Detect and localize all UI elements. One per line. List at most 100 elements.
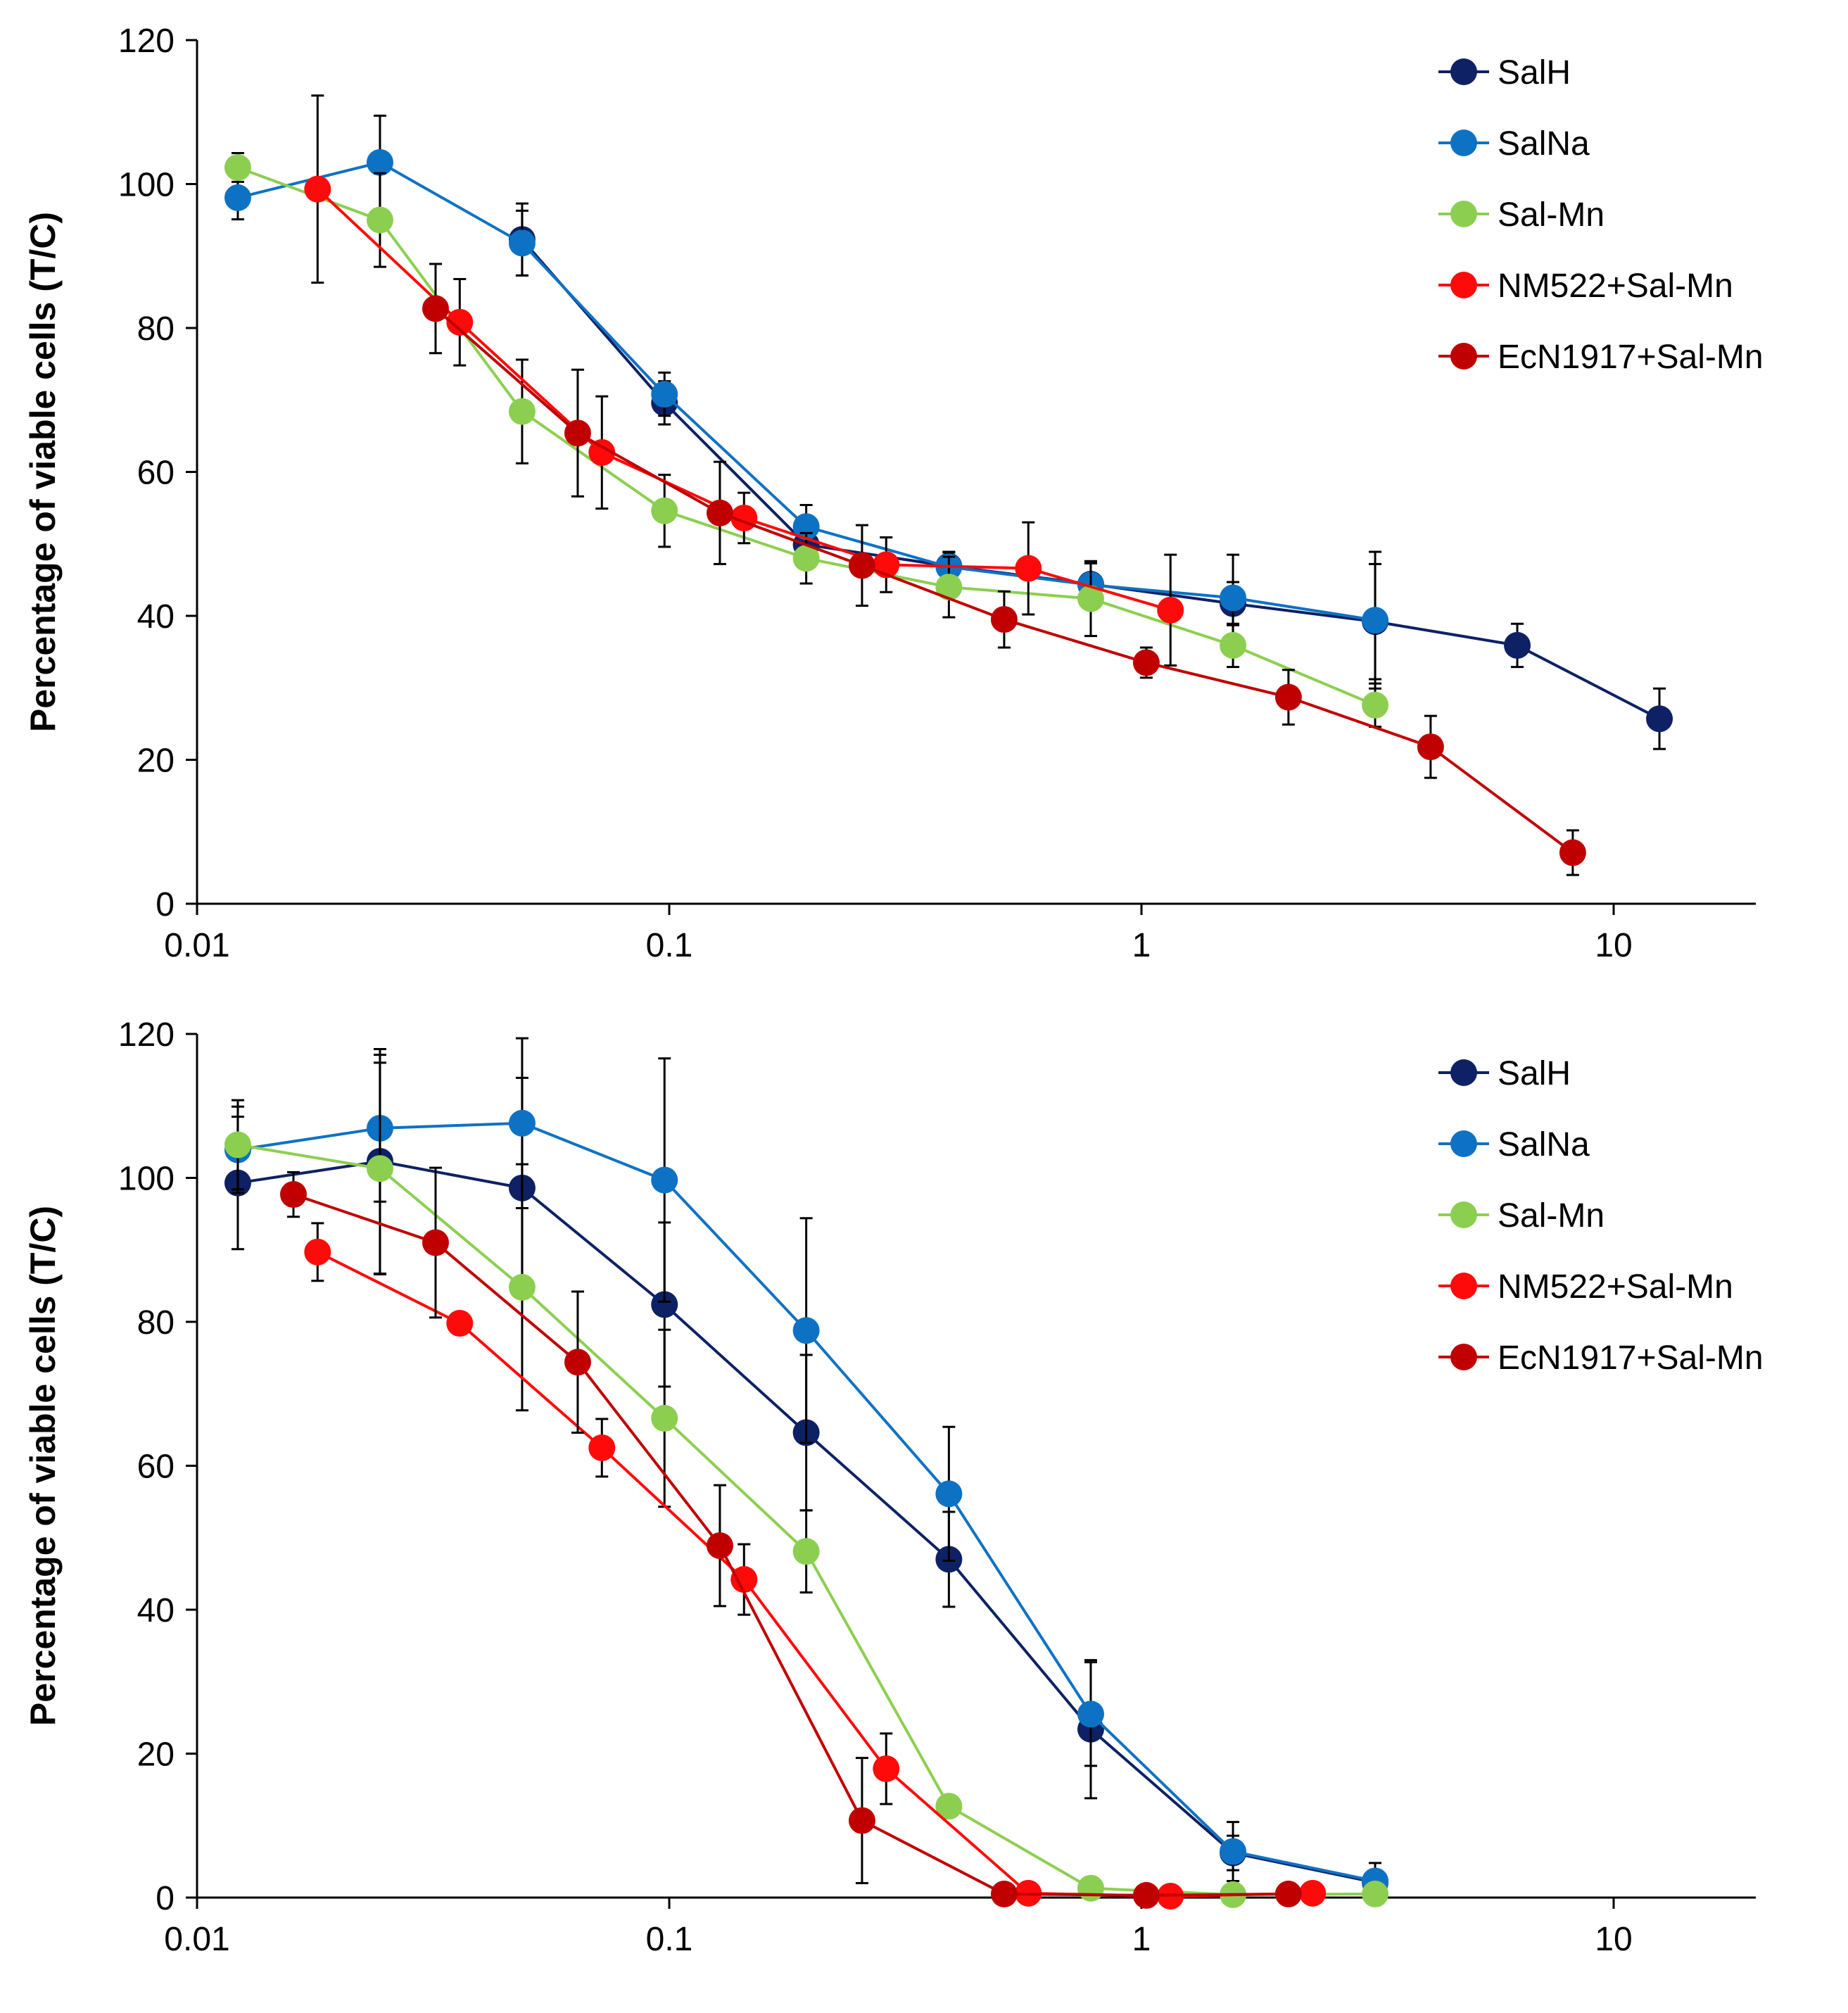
data-point xyxy=(1504,631,1531,659)
legend-label: Sal-Mn xyxy=(1498,1197,1605,1235)
data-point xyxy=(446,1310,474,1337)
y-tick-label: 80 xyxy=(137,310,175,348)
data-point xyxy=(792,1317,820,1344)
legend-item: SalH xyxy=(1438,1055,1571,1092)
series-line xyxy=(237,166,1376,707)
data-point xyxy=(224,153,251,181)
data-point xyxy=(1274,683,1302,711)
data-point xyxy=(1362,691,1389,719)
data-point xyxy=(1646,705,1673,733)
legend-item: EcN1917+Sal-Mn xyxy=(1438,1339,1764,1377)
legend-label: SalH xyxy=(1498,1055,1571,1092)
legend-item: NM522+Sal-Mn xyxy=(1438,267,1733,305)
data-point xyxy=(1220,631,1247,659)
data-point xyxy=(1077,585,1104,612)
data-point xyxy=(1417,733,1444,761)
y-tick-label: 60 xyxy=(137,1449,175,1486)
data-point xyxy=(706,499,733,526)
y-tick-label: 0 xyxy=(156,1880,175,1917)
series-line xyxy=(316,188,1171,612)
legend-marker xyxy=(1450,1273,1477,1299)
data-point xyxy=(1077,1700,1104,1728)
data-point xyxy=(366,206,393,234)
legend-item: Sal-Mn xyxy=(1438,196,1605,234)
data-point xyxy=(564,1349,591,1376)
data-point xyxy=(651,1166,678,1194)
data-point xyxy=(508,1109,536,1137)
data-point xyxy=(1220,1838,1247,1865)
y-tick-label: 80 xyxy=(137,1304,175,1342)
series-line xyxy=(434,307,1574,854)
data-point xyxy=(935,1793,963,1820)
legend-item: SalNa xyxy=(1438,125,1590,163)
data-point xyxy=(1132,649,1160,676)
data-point xyxy=(224,1131,251,1159)
series-EcN1917+Sal-Mn xyxy=(279,1166,1302,1909)
x-tick-label: 10 xyxy=(1595,927,1632,964)
legend: SalH SalNa Sal-Mn NM522+Sal-Mn EcN1917+Sal-M… xyxy=(1438,54,1764,376)
data-point xyxy=(588,1434,616,1461)
data-point xyxy=(848,552,875,579)
y-axis-label: Percentage of viable cells (T/C) xyxy=(23,212,63,732)
data-point xyxy=(279,1181,307,1209)
legend-marker xyxy=(1450,343,1477,370)
data-point xyxy=(1157,596,1184,624)
data-point xyxy=(706,1532,733,1559)
data-point xyxy=(304,1238,331,1266)
series-line xyxy=(293,1193,1289,1897)
legend-label: SalNa xyxy=(1498,1126,1590,1163)
series-line xyxy=(317,1251,1313,1898)
y-tick-label: 0 xyxy=(156,886,175,923)
x-tick-label: 0.1 xyxy=(646,927,693,964)
x-tick-label: 10 xyxy=(1595,1921,1632,1958)
data-point xyxy=(564,419,591,447)
legend-marker xyxy=(1450,58,1477,85)
x-tick-label: 0.01 xyxy=(164,1921,229,1958)
data-point xyxy=(1077,1874,1104,1902)
y-tick-label: 120 xyxy=(118,23,175,60)
x-tick-label: 0.01 xyxy=(164,927,229,964)
legend-item: SalNa xyxy=(1438,1126,1590,1163)
data-point xyxy=(224,184,251,211)
legend-label: EcN1917+Sal-Mn xyxy=(1498,1339,1764,1377)
data-point xyxy=(508,398,536,425)
series-EcN1917+Sal-Mn xyxy=(422,263,1586,876)
data-point xyxy=(508,1273,536,1301)
legend-item: EcN1917+Sal-Mn xyxy=(1438,339,1764,376)
legend-item: SalH xyxy=(1438,54,1571,92)
data-point xyxy=(792,545,820,572)
legend-marker xyxy=(1450,1201,1477,1228)
data-point xyxy=(366,149,393,176)
legend-item: NM522+Sal-Mn xyxy=(1438,1268,1733,1306)
x-tick-label: 1 xyxy=(1132,927,1151,964)
legend: SalH SalNa Sal-Mn NM522+Sal-Mn EcN1917+Sal-M… xyxy=(1438,1055,1764,1377)
data-point xyxy=(422,1229,449,1256)
data-point xyxy=(1362,607,1389,634)
data-point xyxy=(422,295,449,322)
data-point xyxy=(730,1566,758,1594)
data-point xyxy=(651,1291,678,1318)
data-point xyxy=(935,1480,963,1508)
legend-label: NM522+Sal-Mn xyxy=(1498,1268,1733,1306)
legend-marker xyxy=(1450,1059,1477,1086)
y-tick-label: 40 xyxy=(137,1592,175,1629)
legend-marker xyxy=(1450,130,1477,156)
data-point xyxy=(1015,555,1042,582)
data-point xyxy=(588,438,616,466)
data-point xyxy=(792,513,820,541)
legend-item: Sal-Mn xyxy=(1438,1197,1605,1235)
x-tick-label: 0.1 xyxy=(646,1921,693,1958)
data-point xyxy=(651,1405,678,1432)
legend-marker xyxy=(1450,1130,1477,1157)
data-point xyxy=(1299,1879,1327,1907)
data-point xyxy=(508,229,536,257)
series-SalNa xyxy=(224,114,1389,690)
legend-label: Sal-Mn xyxy=(1498,196,1605,234)
data-point xyxy=(446,308,474,336)
legend-label: SalH xyxy=(1498,54,1571,92)
y-tick-label: 60 xyxy=(137,455,175,492)
y-axis-label: Percentage of viable cells (T/C) xyxy=(23,1206,63,1726)
chart-panel-2: 0 20 40 60 80 100 120 0.01 0.1 1 10 Percentage of v… xyxy=(23,1016,1764,1958)
